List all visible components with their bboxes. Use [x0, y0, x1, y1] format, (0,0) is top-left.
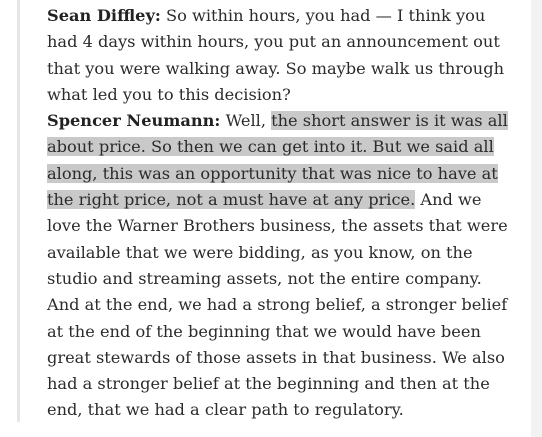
speaker-text: So within hours, you had — I think you h… [47, 6, 504, 104]
speaker-text-rest: And we love the Warner Brothers business… [47, 190, 508, 420]
quote-rule [17, 0, 20, 422]
speaker-name: Spencer Neumann: [47, 111, 221, 131]
transcript-entry-spencer: Spencer Neumann: Well, the short answer … [47, 108, 517, 424]
scrollbar-track[interactable] [531, 0, 542, 437]
transcript-entry-sean: Sean Diffley: So within hours, you had —… [47, 3, 517, 108]
speaker-name: Sean Diffley: [47, 6, 161, 25]
transcript-body: Sean Diffley: So within hours, you had —… [47, 3, 517, 424]
speaker-text-lead: Well, [225, 111, 272, 131]
